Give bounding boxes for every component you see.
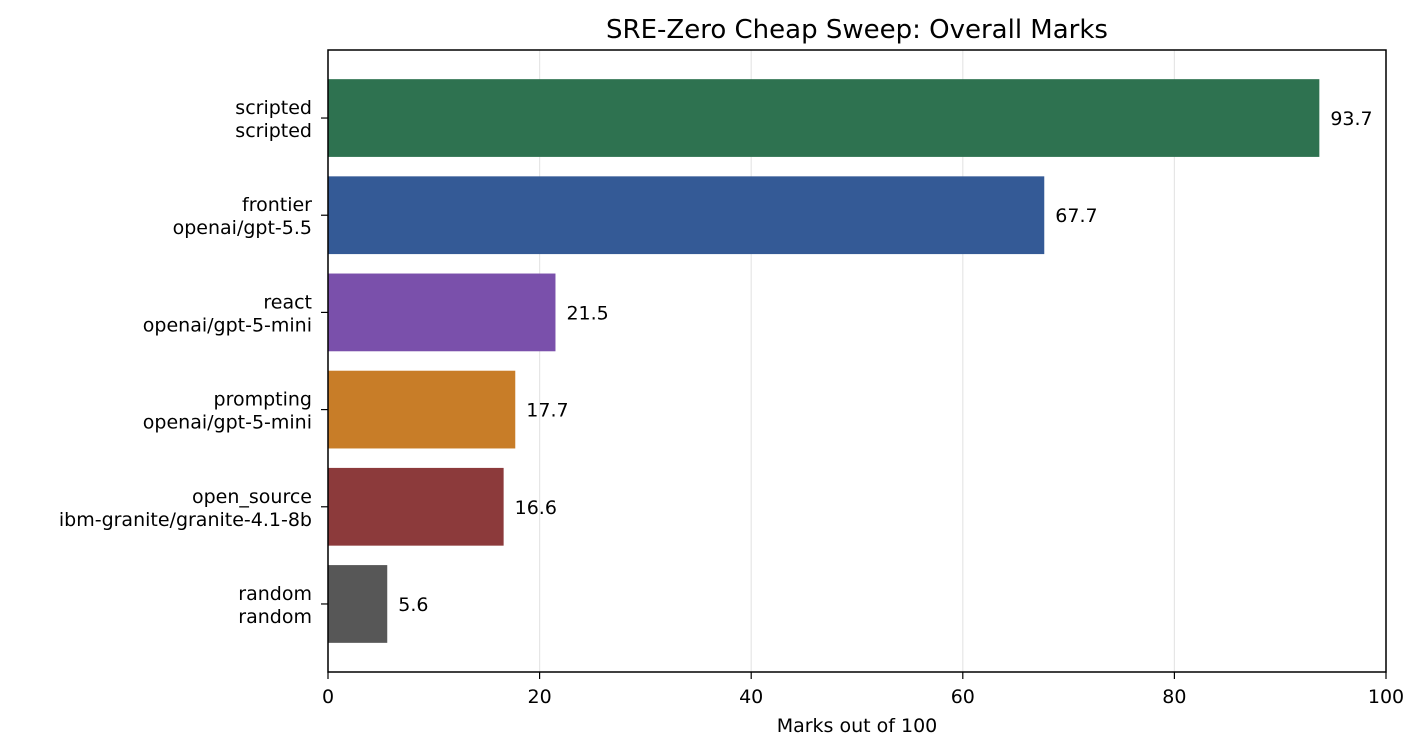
x-tick-label: 60: [951, 686, 975, 708]
x-tick-label: 0: [322, 686, 334, 708]
category-label-method: random: [238, 583, 312, 605]
bar-value-label: 17.7: [526, 400, 568, 422]
category-label-model: random: [238, 606, 312, 628]
chart-title: SRE-Zero Cheap Sweep: Overall Marks: [606, 15, 1108, 45]
x-tick-label: 80: [1162, 686, 1186, 708]
bar-value-label: 67.7: [1055, 205, 1097, 227]
category-label-model: openai/gpt-5.5: [173, 217, 312, 239]
bar: [328, 79, 1320, 157]
bar-value-label: 21.5: [566, 302, 608, 324]
bar: [328, 370, 516, 449]
bars: [328, 79, 1320, 643]
bar: [328, 273, 556, 352]
category-label-model: scripted: [235, 120, 312, 142]
bar-value-label: 93.7: [1330, 108, 1372, 130]
x-axis-label: Marks out of 100: [777, 715, 938, 737]
category-label-model: ibm-granite/granite-4.1-8b: [59, 509, 312, 531]
category-label-model: openai/gpt-5-mini: [143, 314, 312, 336]
category-label-method: open_source: [192, 486, 312, 508]
x-axis-ticks: 0 20 40 60 80 100: [322, 672, 1404, 708]
category-label-method: frontier: [242, 194, 312, 216]
bar: [328, 176, 1045, 255]
category-label-model: openai/gpt-5-mini: [143, 412, 312, 434]
value-labels: 93.7 67.7 21.5 17.7 16.6 5.6: [398, 108, 1372, 616]
bar: [328, 467, 504, 546]
bar: [328, 565, 388, 643]
x-tick-label: 40: [739, 686, 763, 708]
category-label-method: scripted: [235, 97, 312, 119]
x-tick-label: 20: [528, 686, 552, 708]
category-label-method: prompting: [214, 389, 312, 411]
plot-frame: [327, 49, 1387, 673]
x-tick-label: 100: [1368, 686, 1404, 708]
bar-value-label: 5.6: [398, 594, 428, 616]
bar-value-label: 16.6: [515, 497, 557, 519]
category-label-method: react: [263, 291, 312, 313]
